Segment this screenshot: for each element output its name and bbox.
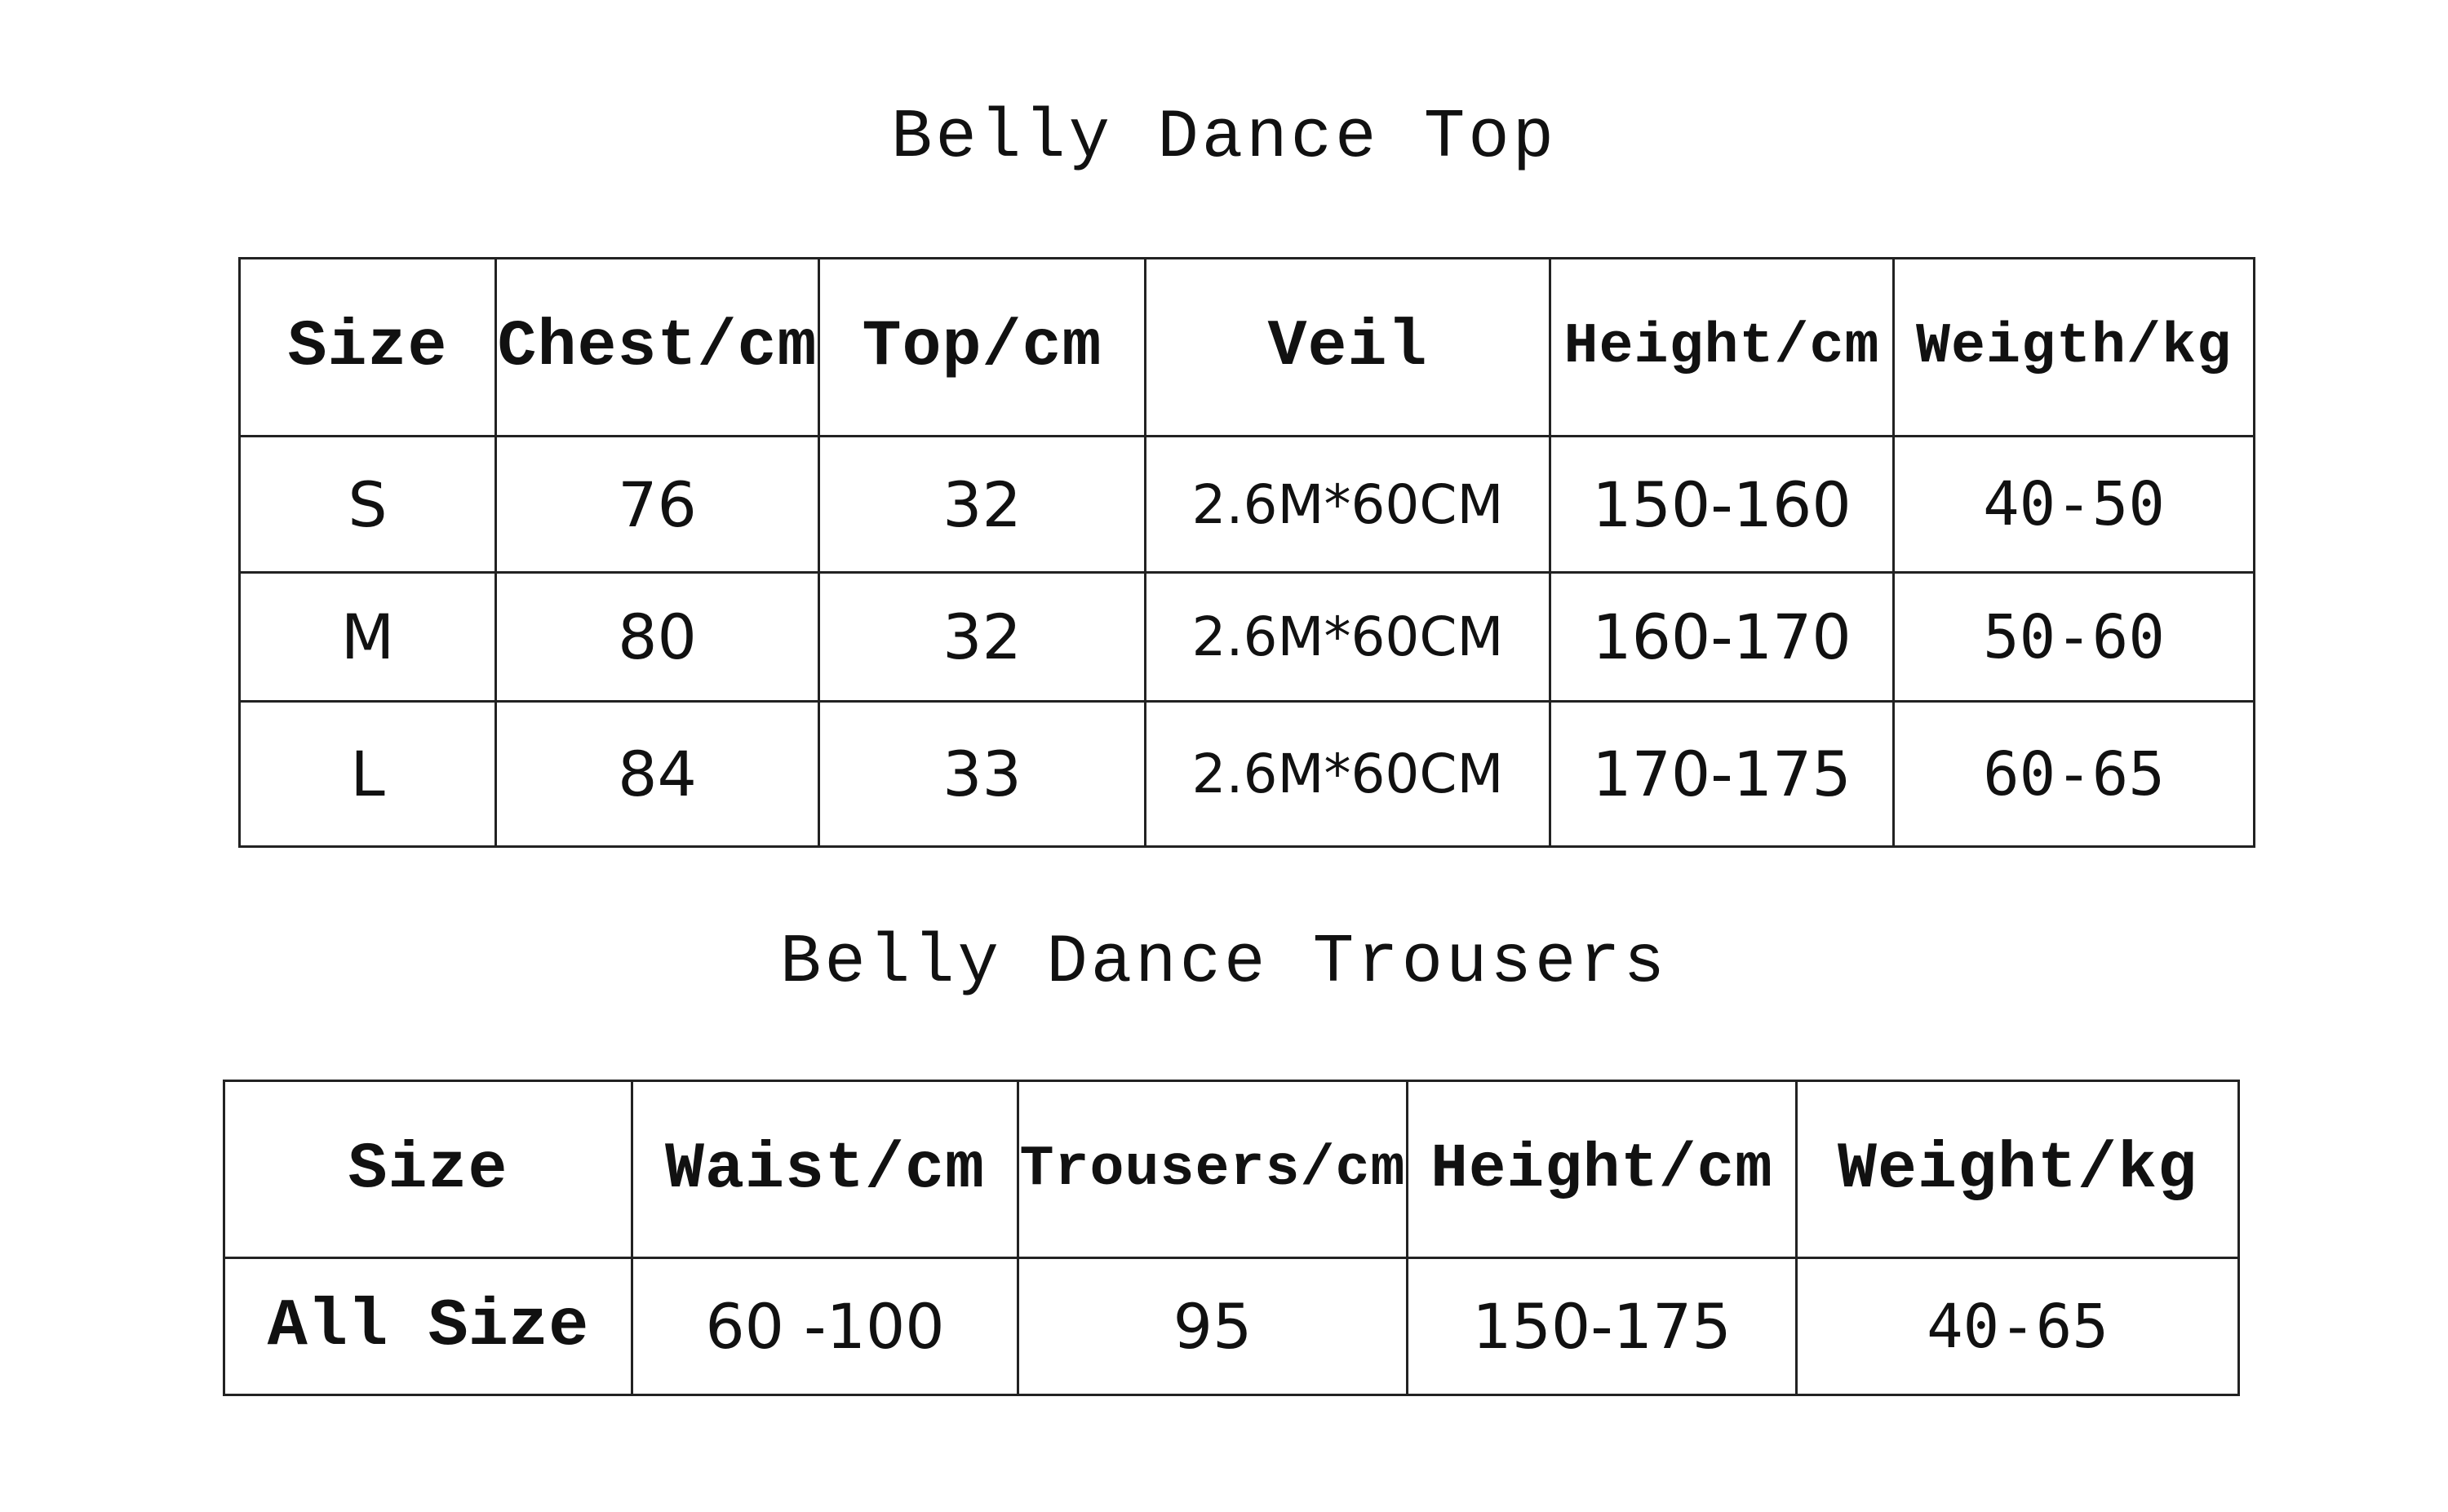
cell-weight: 40-50 xyxy=(1892,435,2255,574)
cell-height: 150-160 xyxy=(1549,435,1895,574)
header-size: Size xyxy=(223,1080,633,1259)
cell-top: 33 xyxy=(818,700,1146,848)
header-height: Height/cm xyxy=(1549,257,1895,437)
cell-chest: 76 xyxy=(494,435,820,574)
header-weight: Weigth/kg xyxy=(1892,257,2255,437)
cell-veil: 2.6M*60CM xyxy=(1144,700,1551,848)
cell-veil: 2.6M*60CM xyxy=(1144,571,1551,703)
cell-height: 150-175 xyxy=(1406,1257,1798,1396)
cell-trousers: 95 xyxy=(1017,1257,1408,1396)
header-waist: Waist/cm xyxy=(631,1080,1019,1259)
header-weight: Weight/kg xyxy=(1795,1080,2240,1259)
cell-chest: 84 xyxy=(494,700,820,848)
cell-weight: 40-65 xyxy=(1795,1257,2240,1396)
cell-height: 160-170 xyxy=(1549,571,1895,703)
header-size: Size xyxy=(238,257,497,437)
top-size-table: Size Chest/cm Top/cm Veil Height/cm Weig… xyxy=(238,257,2255,848)
cell-size: M xyxy=(238,571,497,703)
cell-weight: 50-60 xyxy=(1892,571,2255,703)
table-row: All Size 60 -100 95 150-175 40-65 xyxy=(223,1257,2240,1396)
trousers-size-table: Size Waist/cm Trousers/cm Height/cm Weig… xyxy=(223,1080,2240,1396)
cell-veil: 2.6M*60CM xyxy=(1144,435,1551,574)
cell-size: L xyxy=(238,700,497,848)
cell-top: 32 xyxy=(818,435,1146,574)
header-veil: Veil xyxy=(1144,257,1551,437)
cell-weight: 60-65 xyxy=(1892,700,2255,848)
cell-chest: 80 xyxy=(494,571,820,703)
cell-top: 32 xyxy=(818,571,1146,703)
header-chest: Chest/cm xyxy=(494,257,820,437)
header-trousers: Trousers/cm xyxy=(1017,1080,1408,1259)
top-table-title: Belly Dance Top xyxy=(890,100,1558,177)
header-row: Size Chest/cm Top/cm Veil Height/cm Weig… xyxy=(238,257,2255,437)
header-top: Top/cm xyxy=(818,257,1146,437)
header-height: Height/cm xyxy=(1406,1080,1798,1259)
cell-size: All Size xyxy=(223,1257,633,1396)
table-row: S 76 32 2.6M*60CM 150-160 40-50 xyxy=(238,435,2255,574)
cell-height: 170-175 xyxy=(1549,700,1895,848)
table-row: L 84 33 2.6M*60CM 170-175 60-65 xyxy=(238,700,2255,848)
trousers-table-title: Belly Dance Trousers xyxy=(779,924,1669,1002)
header-row: Size Waist/cm Trousers/cm Height/cm Weig… xyxy=(223,1080,2240,1259)
cell-waist: 60 -100 xyxy=(631,1257,1019,1396)
table-row: M 80 32 2.6M*60CM 160-170 50-60 xyxy=(238,571,2255,703)
cell-size: S xyxy=(238,435,497,574)
